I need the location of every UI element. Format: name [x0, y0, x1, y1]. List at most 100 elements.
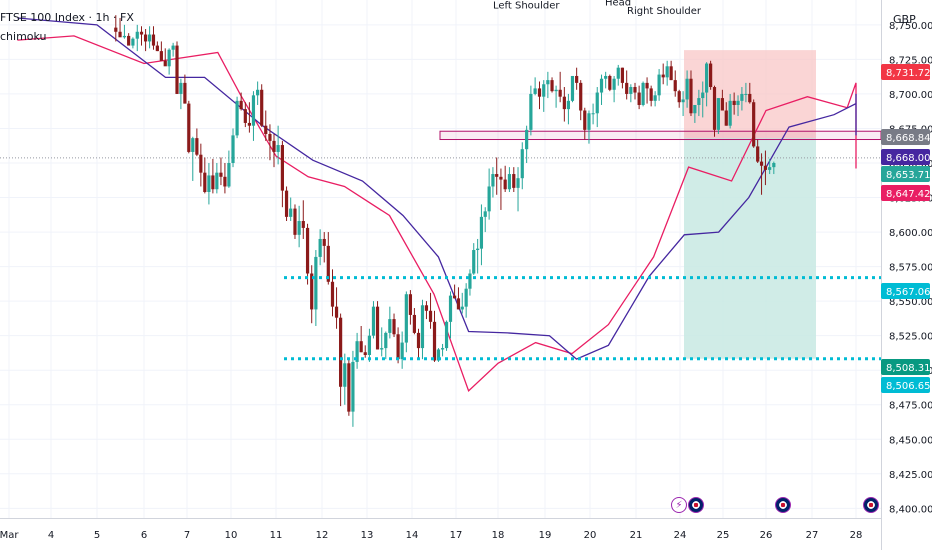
candle: [608, 74, 612, 92]
price-axis[interactable]: 8,750.008,725.008,700.008,675.008,650.00…: [881, 0, 932, 550]
candle-body: [432, 321, 437, 361]
candle-body: [728, 100, 732, 126]
price-label-text: 8,647.42: [886, 189, 931, 200]
candle-body: [155, 45, 159, 52]
candle: [720, 89, 724, 111]
candle: [355, 332, 359, 369]
candle-body: [284, 190, 289, 217]
candle: [661, 63, 665, 85]
candle-body: [388, 319, 392, 333]
candle-body: [301, 221, 305, 228]
candle-body: [575, 75, 579, 83]
candle-body: [420, 305, 425, 349]
time-axis[interactable]: Mar 4 5 6 7 10 11 12 13 14 17 18 19 20 21 24 25 26 27 28: [0, 518, 881, 550]
candle: [472, 243, 476, 275]
lightning-icon[interactable]: ⚡: [671, 497, 687, 513]
candle-body: [191, 138, 195, 152]
candle: [127, 33, 131, 46]
candle-body: [171, 45, 175, 50]
candle-body: [135, 31, 139, 39]
candle: [495, 157, 499, 195]
candle-body: [207, 175, 211, 193]
candle-body: [661, 74, 665, 78]
candle-body: [179, 82, 183, 94]
candle: [516, 167, 520, 212]
candle-body: [293, 208, 297, 235]
candle: [453, 284, 457, 299]
candle-body: [330, 281, 335, 307]
indicator-name[interactable]: chimoku: [0, 30, 47, 43]
price-label-text: 8,508.31: [886, 363, 931, 374]
uk-flag-icon[interactable]: [775, 497, 791, 513]
candle: [579, 80, 583, 121]
candle: [756, 139, 760, 163]
candle: [118, 17, 122, 38]
candle-body: [464, 288, 468, 307]
uk-flag-icon[interactable]: [688, 497, 704, 513]
candle: [649, 85, 653, 107]
price-label-bg: [881, 359, 930, 375]
candle-body: [318, 238, 322, 257]
candle: [768, 158, 772, 175]
candle: [151, 26, 156, 50]
price-tick-label: 8,475.00: [889, 401, 932, 412]
time-tick-label: 13: [361, 530, 374, 541]
candle: [716, 98, 720, 134]
candle-body: [215, 172, 219, 190]
candle-body: [487, 186, 491, 212]
candle-body: [363, 352, 367, 356]
candle: [351, 350, 355, 427]
candle: [637, 85, 641, 110]
candle-body: [436, 349, 441, 361]
candle: [284, 186, 289, 222]
price-label-bg: [881, 377, 930, 393]
candle: [191, 136, 195, 181]
candle: [367, 328, 372, 362]
candle: [595, 87, 599, 128]
candle-body: [355, 341, 359, 362]
candle-body: [608, 75, 612, 90]
candle: [148, 26, 152, 49]
candle: [122, 24, 127, 39]
candle-body: [653, 95, 657, 101]
candle: [587, 110, 591, 144]
candle-body: [665, 66, 669, 78]
time-tick-label: 19: [539, 530, 552, 541]
candle-body: [211, 175, 215, 190]
candle: [211, 158, 215, 194]
candle: [693, 104, 697, 123]
price-label-text: 8,506.65: [886, 381, 931, 392]
candle-body: [673, 80, 677, 92]
candle-body: [460, 306, 464, 310]
candle-body: [491, 174, 495, 187]
time-axis-bg: [0, 518, 881, 550]
candle-body: [612, 78, 616, 90]
candle: [625, 70, 629, 100]
time-tick-label: 21: [630, 530, 643, 541]
candle-body: [620, 67, 625, 83]
candle: [392, 313, 396, 338]
candle: [629, 84, 633, 103]
candle: [163, 48, 167, 67]
candle: [562, 87, 566, 122]
price-tick-label: 8,450.00: [889, 435, 932, 446]
candle: [408, 290, 412, 325]
candle-body: [641, 82, 645, 105]
candle: [219, 157, 223, 186]
candle-body: [756, 146, 760, 162]
candle: [363, 345, 367, 358]
candle-body: [127, 35, 131, 46]
uk-flag-icon[interactable]: [863, 497, 879, 513]
candle: [235, 96, 239, 139]
price-tick-label: 8,725.00: [889, 55, 932, 66]
time-tick-label: 17: [450, 530, 463, 541]
candle-body: [144, 34, 148, 42]
candle-body: [235, 100, 239, 136]
candle-body: [657, 74, 661, 96]
symbol-title[interactable]: FTSE 100 Index · 1h · FX: [0, 11, 134, 24]
candle-body: [533, 88, 537, 94]
currency-label[interactable]: GBP: [893, 13, 916, 26]
candle-body: [297, 221, 301, 235]
candle: [247, 102, 251, 133]
